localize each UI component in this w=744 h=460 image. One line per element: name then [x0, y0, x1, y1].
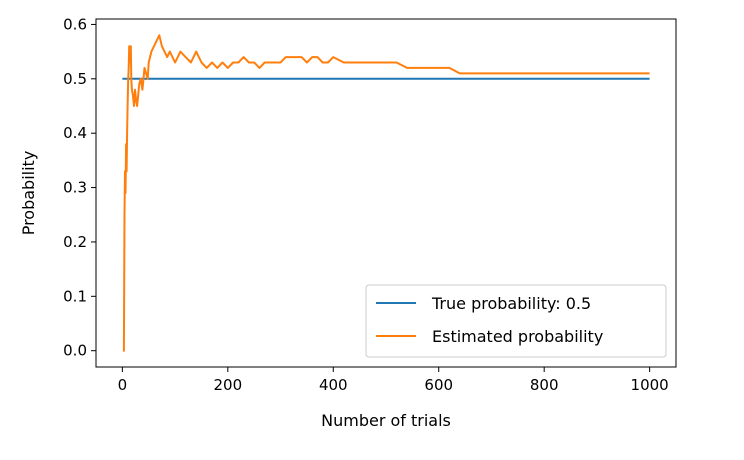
x-axis-label: Number of trials	[321, 411, 451, 430]
x-tick-label: 1000	[631, 376, 669, 394]
x-tick-label: 800	[530, 376, 559, 394]
x-tick-label: 0	[118, 376, 128, 394]
x-tick-label: 600	[424, 376, 453, 394]
x-axis: 0 200 400 600 800 1000	[118, 367, 669, 394]
y-tick-label: 0.0	[63, 342, 87, 360]
y-axis-label: Probability	[19, 151, 38, 236]
legend-box	[365, 284, 667, 358]
y-tick-label: 0.5	[63, 70, 87, 88]
x-tick-label: 200	[213, 376, 242, 394]
y-tick-label: 0.1	[63, 287, 87, 305]
plot-frame	[95, 18, 677, 368]
x-tick-label: 400	[319, 376, 348, 394]
legend-label-estimated-probability: Estimated probability	[432, 327, 603, 346]
y-tick-label: 0.4	[63, 124, 87, 142]
y-axis: 0.0 0.1 0.2 0.3 0.4 0.5 0.6	[63, 15, 96, 360]
legend: True probability: 0.5 Estimated probabil…	[365, 284, 667, 358]
y-tick-label: 0.3	[63, 179, 87, 197]
y-tick-label: 0.2	[63, 233, 87, 251]
y-tick-label: 0.6	[63, 15, 87, 33]
legend-label-true-probability: True probability: 0.5	[431, 294, 591, 313]
plot-area	[122, 34, 650, 352]
series-line-estimated-probability	[122, 34, 650, 352]
